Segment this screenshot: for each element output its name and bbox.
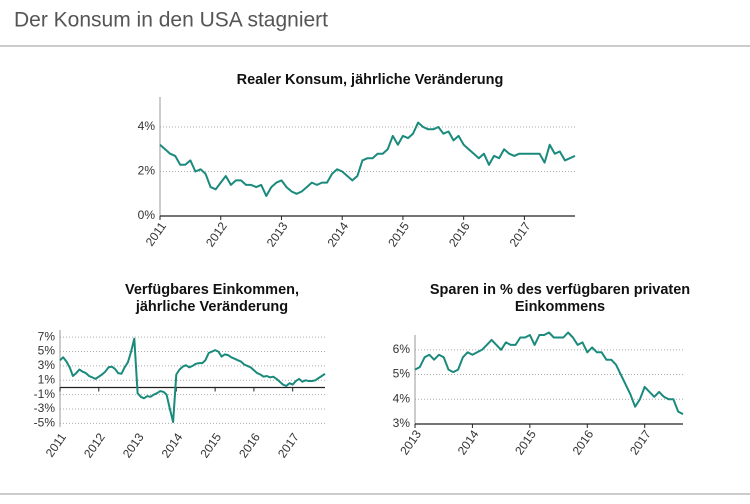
x-tick-label: 2016 xyxy=(236,430,263,460)
x-tick-label: 2017 xyxy=(275,430,302,460)
y-tick-label: 3% xyxy=(38,358,56,372)
chart-title: jährliche Veränderung xyxy=(135,299,288,315)
y-tick-label: 0% xyxy=(138,208,156,222)
x-tick-label: 2011 xyxy=(43,430,69,459)
x-tick-label: 2015 xyxy=(385,219,412,249)
y-tick-label: 2% xyxy=(138,164,156,178)
data-line xyxy=(59,337,326,423)
x-tick-label: 2013 xyxy=(397,427,424,457)
y-tick-label: 4% xyxy=(138,119,156,133)
data-line xyxy=(159,121,576,197)
chart-title: Realer Konsum, jährliche Veränderung xyxy=(237,72,504,88)
page-title: Der Konsum in den USA stagniert xyxy=(14,9,328,32)
y-tick-label: 1% xyxy=(38,372,56,386)
y-tick-label: 3% xyxy=(393,416,411,430)
x-tick-label: 2017 xyxy=(507,219,534,249)
y-tick-label: -3% xyxy=(34,401,56,415)
x-tick-label: 2016 xyxy=(570,427,597,457)
x-tick-label: 2011 xyxy=(143,219,169,248)
x-tick-label: 2012 xyxy=(203,219,230,249)
y-tick-label: -1% xyxy=(34,387,56,401)
x-tick-label: 2013 xyxy=(120,430,147,460)
x-tick-label: 2014 xyxy=(455,427,482,457)
x-tick-label: 2015 xyxy=(197,430,224,460)
y-tick-label: 6% xyxy=(393,342,411,356)
x-tick-label: 2014 xyxy=(159,430,186,460)
data-line xyxy=(414,331,684,415)
x-tick-label: 2016 xyxy=(446,219,473,249)
y-tick-label: 7% xyxy=(38,329,56,343)
chart-title: Verfügbares Einkommen, xyxy=(125,282,299,298)
x-tick-label: 2014 xyxy=(324,219,351,249)
y-tick-label: -5% xyxy=(34,416,56,430)
y-tick-label: 5% xyxy=(38,344,56,358)
x-tick-label: 2015 xyxy=(512,427,539,457)
x-tick-label: 2013 xyxy=(264,219,291,249)
y-tick-label: 4% xyxy=(393,391,411,405)
chart-title: Einkommens xyxy=(515,299,605,315)
x-tick-label: 2017 xyxy=(627,427,654,457)
x-tick-label: 2012 xyxy=(81,430,108,460)
chart-title: Sparen in % des verfügbaren privaten xyxy=(430,282,690,298)
y-tick-label: 5% xyxy=(393,367,411,381)
